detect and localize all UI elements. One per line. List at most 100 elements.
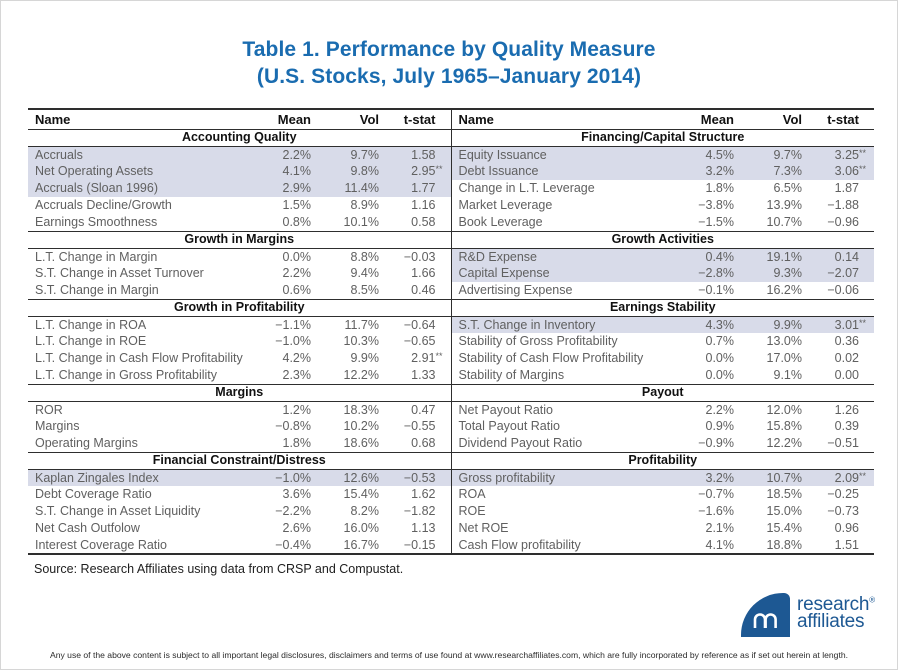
mean-value: 1.2% [282,402,312,417]
tstat-value: −0.06 [827,283,859,297]
column-header-vol: Vol [748,109,816,130]
tstat-value: 3.25** [816,146,874,163]
row-label: S.T. Change in Asset Turnover [35,266,204,281]
row-label: L.T. Change in Gross Profitability [35,368,218,382]
tstat-value: 0.00 [834,368,859,382]
vol-value: 15.8% [766,419,802,434]
row-label: Stability of Gross Profitability [458,334,618,349]
vol-value: 10.7% [748,469,816,486]
row-label: Gross profitability [451,469,673,486]
section-header-row: Accounting Quality Financing/Capital Stru… [28,128,874,147]
column-header-t-stat: t-stat [393,109,452,130]
row-label: Accruals Decline/Growth [35,198,172,213]
table-row: Accruals Decline/Growth 1.5% 8.9% 1.16 Marke… [28,197,874,214]
vol-value: 8.9% [350,198,380,213]
tstat-value: 1.51 [834,537,859,552]
row-label: Stability of Cash Flow Profitability [458,351,644,366]
row-label: L.T. Change in Margin [35,249,158,264]
row-label: Net Payout Ratio [458,402,554,417]
vol-value: 9.1% [773,368,803,382]
column-header-row: Name Mean Vol t-stat Name Mean Vol t-stat [28,109,874,130]
tstat-value: 2.09** [816,469,874,486]
table-row: Operating Margins 1.8% 18.6% 0.68 Dividend P… [28,435,874,452]
section-title: Earnings Stability [451,298,874,317]
mean-value: 0.8% [282,215,312,229]
table-row: L.T. Change in Gross Profitability 2.3% 12… [28,367,874,384]
mean-value: 2.6% [282,521,312,536]
table-row: Margins −0.8% 10.2% −0.55 Total Payout Ratio… [28,418,874,435]
tstat-value: 0.14 [816,248,874,265]
mean-value: 3.6% [282,487,312,502]
row-label: Equity Issuance [451,146,673,163]
section-title: Growth in Profitability [28,298,452,317]
table-row: L.T. Change in Cash Flow Profitability 4.… [28,350,874,367]
vol-value: 10.1% [343,215,379,229]
logo-word-research: research® [796,594,875,615]
row-label: L.T. Change in Cash Flow Profitability [35,351,243,366]
row-label: Advertising Expense [458,283,573,297]
row-label: Capital Expense [451,265,673,282]
mean-value: 0.6% [282,283,312,297]
row-label: Cash Flow profitability [458,537,581,552]
tstat-value: 1.58 [393,146,452,163]
mean-value: 0.7% [705,334,735,349]
section-header-row: Margins Payout [28,383,874,402]
column-header-t-stat: t-stat [816,109,874,130]
tstat-value: −0.55 [393,418,452,435]
tstat-value: 0.36 [834,334,859,349]
tstat-value: 1.77 [393,180,452,197]
mean-value: −3.8% [698,198,734,213]
vol-value: 9.7% [748,146,816,163]
row-label: Market Leverage [458,198,553,213]
tstat-value: 1.16 [393,197,452,214]
section-title: Growth in Margins [28,230,452,249]
vol-value: 8.8% [350,249,380,264]
vol-value: 13.0% [766,334,802,349]
row-label: Net Operating Assets [28,163,250,180]
title-line1: Table 1. Performance by Quality Measure [242,38,656,61]
vol-value: 18.8% [766,537,802,552]
table-row: Net Operating Assets 4.1% 9.8% 2.95** Debt I… [28,163,874,180]
table-row: Accruals (Sloan 1996) 2.9% 11.4% 1.77 Change… [28,180,874,197]
table-row: Net Cash Outfolow 2.6% 16.0% 1.13 Net ROE 2.1… [28,520,874,537]
table-row: S.T. Change in Margin 0.6% 8.5% 0.46 Adverti… [28,282,874,299]
table-row: ROR 1.2% 18.3% 0.47 Net Payout Ratio 2.2% 12.0… [28,401,874,418]
table-row: Debt Coverage Ratio 3.6% 15.4% 1.62 ROA −0.7%… [28,486,874,503]
table-row: L.T. Change in ROA −1.1% 11.7% −0.64 S.T. Ch… [28,316,874,333]
vol-value: 16.0% [343,521,379,536]
tstat-value: 0.96 [834,521,859,536]
mean-value: −1.1% [275,317,311,332]
tstat-value: −0.25 [827,487,859,502]
vol-value: 10.3% [343,334,379,349]
vol-value: 18.3% [343,402,379,417]
title-line2: (U.S. Stocks, July 1965–January 2014) [256,64,642,88]
logo-text: research® affiliates [796,593,875,632]
mean-value: 4.5% [673,146,748,163]
mean-value: 0.9% [705,419,735,434]
tstat-value: −0.64 [393,316,452,333]
vol-value: 16.7% [343,537,379,552]
row-label: Net ROE [458,521,509,536]
column-header-vol: Vol [325,109,393,130]
mean-value: −2.8% [673,265,748,282]
vol-value: 10.7% [766,215,802,229]
section-header-row: Growth in Profitability Earnings Stabilit… [28,298,874,317]
disclaimer-text: Any use of the above content is subject … [49,650,849,660]
section-title: Growth Activities [451,230,874,249]
mean-value: −1.0% [250,469,325,486]
tstat-value: −0.96 [827,215,859,229]
column-header-name: Name [28,109,250,130]
mean-value: 2.2% [250,146,325,163]
mean-value: −1.0% [275,334,311,349]
vol-value: 11.7% [344,317,379,332]
row-label: ROE [458,504,486,519]
column-header-name: Name [451,109,673,130]
vol-value: 8.5% [350,283,380,297]
mean-value: 4.3% [673,316,748,333]
registered-mark: ® [869,595,875,605]
tstat-value: −0.03 [393,248,452,265]
tstat-value: 3.01** [816,316,874,333]
tstat-value: −1.82 [393,503,452,520]
row-label: Net Cash Outfolow [35,521,140,536]
